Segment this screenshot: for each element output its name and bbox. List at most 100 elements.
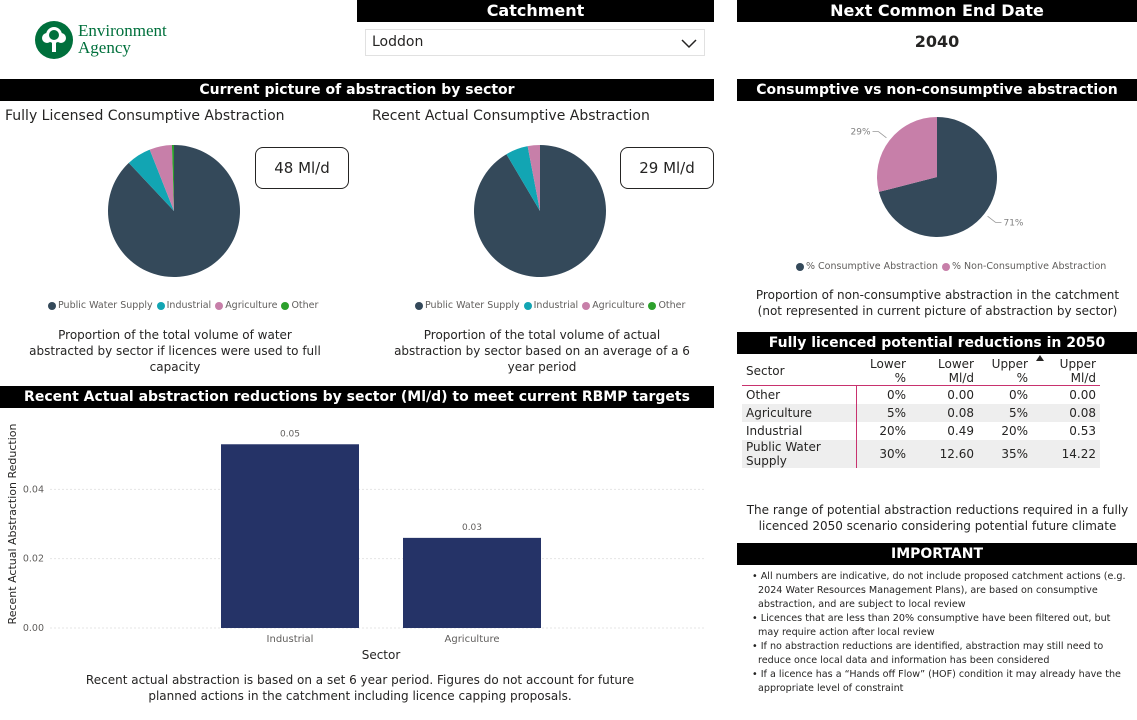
- pie-slice-other[interactable]: [171, 145, 174, 211]
- licensed-title: Fully Licensed Consumptive Abstraction: [5, 108, 285, 124]
- pie-data-label: 29%: [851, 128, 871, 138]
- legend-item: Other: [648, 300, 685, 311]
- col-header[interactable]: Lower %: [856, 357, 910, 386]
- y-axis-label: Recent Actual Abstraction Reduction: [6, 424, 19, 625]
- legend-item: Other: [281, 300, 318, 311]
- pie-slice-agriculture[interactable]: [149, 145, 174, 211]
- end-date-header: Next Common End Date: [737, 0, 1137, 22]
- col-header[interactable]: Lower Ml/d: [910, 357, 978, 386]
- pie-leader-line: [987, 215, 1002, 223]
- x-axis-label: Sector: [362, 648, 401, 662]
- catchment-selected: Loddon: [372, 34, 424, 50]
- legend-label: Public Water Supply: [58, 300, 153, 311]
- table-row: Public Water Supply 30% 12.60 35% 14.22: [742, 439, 1100, 468]
- legend-label: Industrial: [166, 300, 212, 311]
- bar-agriculture[interactable]: [403, 537, 541, 628]
- legend-label: Agriculture: [592, 300, 645, 311]
- important-item: • If no abstraction reductions are ident…: [752, 641, 1104, 666]
- legend-item: % Consumptive Abstraction: [796, 261, 938, 272]
- table-cell: Other: [742, 385, 857, 404]
- licensed-caption: Proportion of the total volume of water …: [29, 328, 321, 374]
- table-row: Agriculture 5% 0.08 5% 0.08: [742, 403, 1100, 422]
- legend-label: Other: [658, 300, 686, 311]
- bar-industrial[interactable]: [221, 444, 359, 628]
- table-cell: 0.00: [1069, 387, 1096, 402]
- chevron-down-icon: [681, 39, 697, 49]
- important-text: If no abstraction reductions are identif…: [758, 641, 1104, 666]
- table-cell: 0.00: [947, 387, 974, 402]
- important-list: • All numbers are indicative, do not inc…: [750, 570, 1130, 696]
- important-text: If a licence has a “Hands off Flow” (HOF…: [758, 669, 1121, 694]
- table-cell: Industrial: [742, 421, 857, 440]
- important-item: • If a licence has a “Hands off Flow” (H…: [752, 669, 1121, 694]
- important-item: • All numbers are indicative, do not inc…: [752, 571, 1126, 610]
- table-row: Other 0% 0.00 0% 0.00: [742, 385, 1100, 404]
- important-text: All numbers are indicative, do not inclu…: [758, 571, 1126, 610]
- legend-label: % Consumptive Abstraction: [806, 261, 938, 272]
- table-cell: 0.49: [947, 423, 974, 438]
- table-cell: 5%: [978, 403, 1032, 422]
- sort-ascending-icon: [1036, 355, 1044, 361]
- legend-item: % Non-Consumptive Abstraction: [941, 261, 1106, 272]
- reduction-bar-chart: 0.00 0.02 0.04 Recent Actual Abstraction Re…: [6, 424, 705, 662]
- catchment-dropdown[interactable]: Loddon: [365, 29, 705, 56]
- logo-line2: Agency: [78, 38, 131, 57]
- bar-caption: Recent actual abstraction is based on a …: [85, 673, 635, 703]
- legend-label: Agriculture: [225, 300, 278, 311]
- legend-label: Public Water Supply: [425, 300, 520, 311]
- consumptive-caption: Proportion of non-consumptive abstractio…: [755, 288, 1120, 318]
- licensed-pie: [108, 145, 240, 277]
- reductions-table-wrap: Sector Lower % Lower Ml/d Upper % Upper …: [742, 355, 1100, 468]
- col-header-sorted[interactable]: Upper Ml/d: [1032, 355, 1100, 386]
- pie-leader-line: [872, 131, 887, 139]
- col-header[interactable]: Upper %: [978, 357, 1032, 386]
- table-header-row: Sector Lower % Lower Ml/d Upper % Upper …: [742, 355, 1100, 386]
- bar-data-label: 0.05: [280, 429, 300, 439]
- pie-slice-non-consumptive-abstraction[interactable]: [877, 117, 937, 192]
- table-cell: 12.60: [910, 439, 978, 468]
- actual-pie: [474, 145, 606, 277]
- reductions-table: Sector Lower % Lower Ml/d Upper % Upper …: [742, 355, 1100, 468]
- table-cell: 0.08: [910, 403, 978, 422]
- important-header: IMPORTANT: [737, 543, 1137, 565]
- pie-slice-industrial[interactable]: [506, 146, 540, 211]
- col-header[interactable]: Sector: [742, 357, 856, 386]
- table-cell: Public Water Supply: [742, 439, 857, 468]
- legend-item: Agriculture: [215, 300, 277, 311]
- y-tick-label: 0.00: [23, 623, 44, 634]
- logo-tree-icon: [35, 21, 73, 59]
- y-tick-label: 0.02: [23, 554, 44, 565]
- environment-agency-logo: Environment Agency: [34, 20, 194, 62]
- licensed-total-card: 48 Ml/d: [255, 147, 349, 189]
- table-cell: 0%: [886, 387, 906, 402]
- x-tick-label: Industrial: [267, 634, 314, 645]
- reductions-header: Fully licenced potential reductions in 2…: [737, 332, 1137, 354]
- table-cell: 0.08: [1032, 403, 1100, 422]
- legend-item: Public Water Supply: [415, 300, 520, 311]
- legend-item: Agriculture: [582, 300, 644, 311]
- pie-slice-consumptive-abstraction[interactable]: [878, 117, 997, 237]
- table-cell: Agriculture: [742, 403, 857, 422]
- col-header-label: Upper Ml/d: [1059, 357, 1096, 385]
- consumptive-pie: 71% 29%: [851, 117, 1024, 237]
- actual-legend: Public Water Supply Industrial Agricultu…: [415, 300, 685, 311]
- licensed-legend: Public Water Supply Industrial Agricultu…: [48, 300, 318, 311]
- sector-section-header: Current picture of abstraction by sector: [0, 79, 714, 101]
- pie-data-label: 71%: [1003, 218, 1023, 228]
- pie-slice-industrial[interactable]: [128, 149, 174, 211]
- bar-data-label: 0.03: [462, 523, 482, 533]
- table-cell: 30%: [856, 439, 910, 468]
- consumptive-header: Consumptive vs non-consumptive abstracti…: [737, 79, 1137, 101]
- legend-item: Industrial: [156, 300, 212, 311]
- legend-item: Industrial: [523, 300, 578, 311]
- actual-caption: Proportion of the total volume of actual…: [394, 328, 690, 374]
- x-tick-label: Agriculture: [445, 634, 500, 645]
- table-cell: 35%: [978, 439, 1032, 468]
- pie-slice-agriculture[interactable]: [527, 145, 540, 211]
- catchment-header: Catchment: [357, 0, 714, 22]
- actual-title: Recent Actual Consumptive Abstraction: [372, 108, 650, 124]
- end-date-value: 2040: [914, 32, 960, 51]
- important-text: Licences that are less than 20% consumpt…: [758, 613, 1111, 638]
- consumptive-legend: % Consumptive Abstraction % Non-Consumpt…: [796, 261, 1106, 272]
- logo-line1: Environment: [78, 21, 167, 40]
